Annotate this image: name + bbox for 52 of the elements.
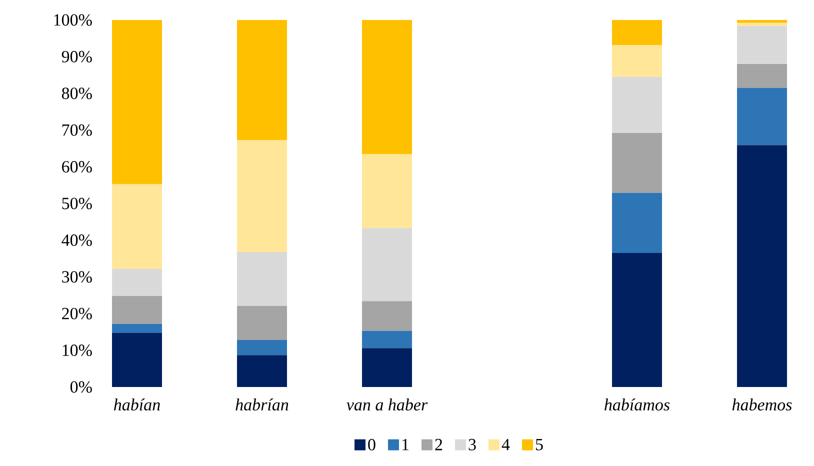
bar	[362, 348, 412, 387]
y-tick-label: 100%	[54, 14, 92, 26]
bar	[612, 192, 662, 254]
x-tick-label: habían	[114, 398, 160, 411]
bar	[737, 22, 788, 26]
x-tick-label: van a haber	[346, 398, 428, 410]
y-tick-label: 0%	[70, 381, 92, 393]
y-tick-label: 70%	[62, 124, 92, 136]
y-tick-label: 40%	[62, 234, 92, 246]
y-tick-label: 80%	[62, 88, 92, 100]
x-tick-label: habíamos	[604, 398, 670, 411]
x-tick-label: habrían	[236, 398, 288, 411]
bar	[612, 44, 662, 77]
legend-label: 4	[502, 438, 510, 450]
bar	[362, 20, 412, 154]
bar	[612, 253, 662, 387]
bar	[737, 145, 788, 387]
y-tick-label: 50%	[62, 198, 92, 210]
bar	[362, 330, 412, 348]
bar	[112, 20, 162, 184]
bar	[112, 184, 162, 269]
legend-label: 2	[435, 438, 442, 450]
bar	[737, 20, 788, 23]
bar	[362, 154, 412, 228]
bar	[237, 20, 287, 140]
bar	[112, 324, 162, 334]
bar	[237, 340, 287, 356]
bar	[737, 64, 788, 88]
bar	[362, 228, 412, 302]
bar	[237, 252, 287, 306]
legend-label: 5	[536, 438, 543, 450]
bar	[362, 301, 412, 331]
bar	[112, 296, 162, 324]
legend-label: 3	[468, 438, 476, 450]
bar	[237, 355, 287, 387]
y-tick-label: 30%	[62, 271, 92, 283]
bar	[112, 268, 162, 296]
y-tick-label: 10%	[62, 344, 92, 356]
bar	[612, 20, 662, 45]
bar	[612, 76, 662, 134]
bar	[112, 333, 162, 387]
x-tick-label: habemos	[732, 398, 792, 410]
bar	[237, 140, 287, 252]
bar	[612, 133, 662, 193]
bar	[737, 88, 788, 146]
bar	[237, 306, 287, 340]
y-tick-label: 60%	[62, 161, 92, 173]
y-tick-label: 90%	[62, 50, 92, 62]
y-tick-label: 20%	[62, 308, 92, 320]
legend-label: 0	[368, 438, 376, 450]
legend-label: 1	[402, 438, 408, 450]
bar	[737, 26, 788, 64]
